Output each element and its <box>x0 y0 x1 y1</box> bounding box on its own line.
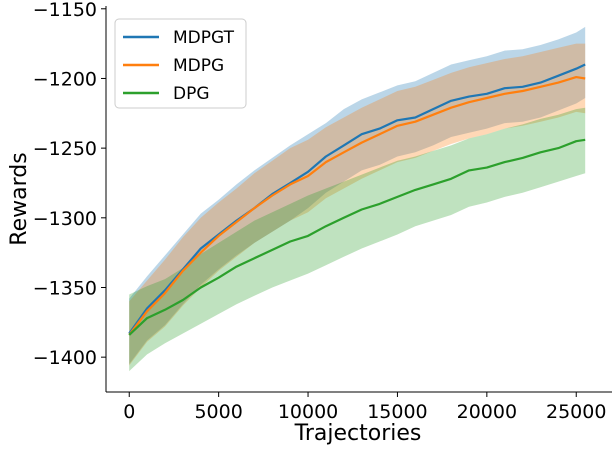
x-tick-label: 25000 <box>546 401 606 423</box>
band-dpg <box>129 107 586 372</box>
axes <box>105 6 612 393</box>
x-tick-label: 15000 <box>367 401 427 423</box>
x-axis-label: Trajectories <box>294 421 422 446</box>
y-tick-label: −1200 <box>33 68 97 90</box>
legend-label-mdpg: MDPG <box>173 56 224 76</box>
series-lines <box>128 63 586 336</box>
legend-label-mdpgt: MDPGT <box>173 28 235 48</box>
y-ticks: −1400 −1350 −1300 −1250 −1200 −1150 <box>33 0 106 369</box>
legend-label-dpg: DPG <box>173 84 210 104</box>
legend: MDPGT MDPG DPG <box>114 18 247 109</box>
y-tick-label: −1250 <box>33 138 97 160</box>
x-tick-label: 10000 <box>278 401 338 423</box>
x-tick-label: 20000 <box>457 401 517 423</box>
y-axis-label: Rewards <box>7 152 32 245</box>
legend-box <box>114 18 247 109</box>
x-ticks: 0 5000 10000 15000 20000 25000 <box>123 392 606 423</box>
y-tick-label: −1400 <box>33 347 97 369</box>
y-tick-label: −1150 <box>33 0 97 21</box>
y-tick-label: −1300 <box>33 208 97 230</box>
band-mdpgt <box>129 26 586 365</box>
x-tick-label: 5000 <box>194 401 242 423</box>
confidence-bands <box>129 26 586 372</box>
y-tick-label: −1350 <box>33 277 97 299</box>
x-tick-label: 0 <box>123 401 135 423</box>
band-mdpg <box>129 43 586 366</box>
